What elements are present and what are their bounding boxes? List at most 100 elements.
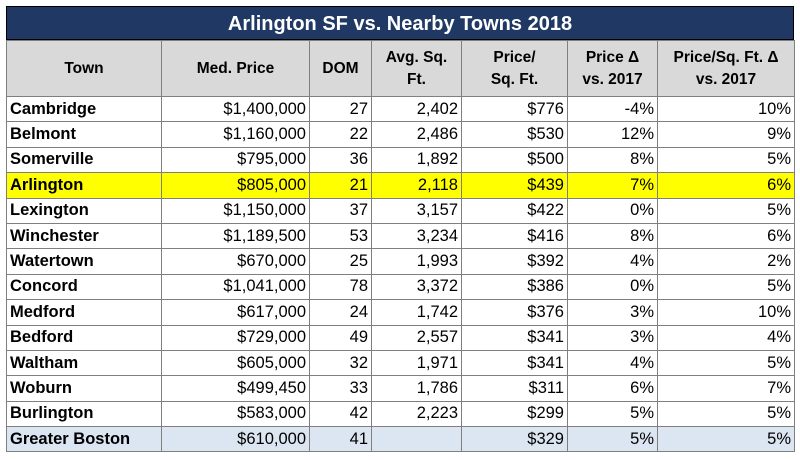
table-row-somerville: Somerville $795,000 36 1,892 $500 8% 5% [6,146,795,174]
cell-price-delta: 0% [567,273,658,301]
cell-psf-delta: 6% [657,172,795,199]
table-row-bedford: Bedford $729,000 49 2,557 $341 3% 4% [6,324,795,351]
cell-price-sqft: $530 [461,121,568,148]
table-row-lexington: Lexington $1,150,000 37 3,157 $422 0% 5% [6,197,795,224]
header-row: Town Med. Price DOM Avg. Sq. Ft. Price/Sq… [6,40,795,97]
cell-med-price: $670,000 [161,248,310,275]
cell-avg-sqft: 3,157 [371,197,462,224]
cell-price-sqft: $329 [461,426,568,453]
cell-psf-delta: 6% [657,222,795,250]
table-row-arlington-highlighted: Arlington $805,000 21 2,118 $439 7% 6% [6,172,795,199]
cell-price-delta: 8% [567,146,658,174]
cell-psf-delta: 4% [657,324,795,351]
table-row-burlington: Burlington $583,000 42 2,223 $299 5% 5% [6,400,795,428]
cell-price-sqft: $311 [461,375,568,402]
cell-dom: 37 [309,197,372,224]
cell-psf-delta: 5% [657,197,795,224]
comparison-table: Town Med. Price DOM Avg. Sq. Ft. Price/Sq… [6,40,795,453]
cell-town: Somerville [6,146,162,174]
cell-price-sqft: $500 [461,146,568,174]
cell-med-price: $583,000 [161,400,310,428]
cell-price-sqft: $392 [461,248,568,275]
cell-avg-sqft: 3,372 [371,273,462,301]
table-row-winchester: Winchester $1,189,500 53 3,234 $416 8% 6… [6,222,795,250]
cell-dom: 21 [309,172,372,199]
table-row-waltham: Waltham $605,000 32 1,971 $341 4% 5% [6,349,795,377]
cell-avg-sqft: 2,118 [371,172,462,199]
cell-avg-sqft: 1,786 [371,375,462,402]
cell-price-delta: 6% [567,375,658,402]
cell-med-price: $610,000 [161,426,310,453]
cell-avg-sqft [371,426,462,453]
cell-price-delta: 5% [567,400,658,428]
cell-avg-sqft: 2,223 [371,400,462,428]
cell-price-delta: 4% [567,349,658,377]
cell-psf-delta: 10% [657,299,795,326]
cell-price-sqft: $376 [461,299,568,326]
cell-med-price: $1,189,500 [161,222,310,250]
cell-dom: 42 [309,400,372,428]
cell-price-delta: 4% [567,248,658,275]
cell-price-delta: -4% [567,95,658,123]
cell-psf-delta: 5% [657,349,795,377]
cell-med-price: $1,160,000 [161,121,310,148]
cell-avg-sqft: 1,892 [371,146,462,174]
cell-psf-delta: 10% [657,95,795,123]
table-row-cambridge: Cambridge $1,400,000 27 2,402 $776 -4% 1… [6,95,795,123]
cell-med-price: $605,000 [161,349,310,377]
cell-dom: 33 [309,375,372,402]
cell-med-price: $1,150,000 [161,197,310,224]
cell-dom: 53 [309,222,372,250]
cell-town: Medford [6,299,162,326]
table-row-woburn: Woburn $499,450 33 1,786 $311 6% 7% [6,375,795,402]
header-town: Town [6,40,162,97]
cell-med-price: $617,000 [161,299,310,326]
cell-town: Burlington [6,400,162,428]
header-price-sqft: Price/Sq. Ft. [461,40,568,97]
cell-town: Cambridge [6,95,162,123]
cell-dom: 36 [309,146,372,174]
cell-avg-sqft: 1,971 [371,349,462,377]
cell-price-sqft: $299 [461,400,568,428]
cell-psf-delta: 5% [657,400,795,428]
cell-med-price: $729,000 [161,324,310,351]
table-title: Arlington SF vs. Nearby Towns 2018 [6,6,794,40]
cell-avg-sqft: 1,993 [371,248,462,275]
cell-town: Bedford [6,324,162,351]
cell-price-sqft: $439 [461,172,568,199]
header-med-price: Med. Price [161,40,310,97]
cell-dom: 27 [309,95,372,123]
cell-town: Arlington [6,172,162,199]
cell-avg-sqft: 3,234 [371,222,462,250]
cell-med-price: $795,000 [161,146,310,174]
cell-dom: 49 [309,324,372,351]
comparison-table-container: Arlington SF vs. Nearby Towns 2018 Town … [6,6,795,453]
cell-avg-sqft: 1,742 [371,299,462,326]
cell-avg-sqft: 2,557 [371,324,462,351]
table-row-belmont: Belmont $1,160,000 22 2,486 $530 12% 9% [6,121,795,148]
cell-town: Belmont [6,121,162,148]
cell-town: Winchester [6,222,162,250]
cell-med-price: $805,000 [161,172,310,199]
cell-psf-delta: 9% [657,121,795,148]
table-row-greater-boston-summary: Greater Boston $610,000 41 $329 5% 5% [6,426,795,453]
cell-price-delta: 8% [567,222,658,250]
cell-psf-delta: 5% [657,426,795,453]
cell-price-delta: 7% [567,172,658,199]
cell-dom: 78 [309,273,372,301]
cell-price-sqft: $416 [461,222,568,250]
cell-dom: 41 [309,426,372,453]
cell-town: Concord [6,273,162,301]
cell-avg-sqft: 2,486 [371,121,462,148]
header-dom: DOM [309,40,372,97]
cell-price-sqft: $776 [461,95,568,123]
cell-psf-delta: 5% [657,146,795,174]
cell-price-sqft: $386 [461,273,568,301]
cell-psf-delta: 7% [657,375,795,402]
cell-dom: 32 [309,349,372,377]
cell-town: Waltham [6,349,162,377]
cell-price-delta: 3% [567,324,658,351]
cell-price-delta: 0% [567,197,658,224]
